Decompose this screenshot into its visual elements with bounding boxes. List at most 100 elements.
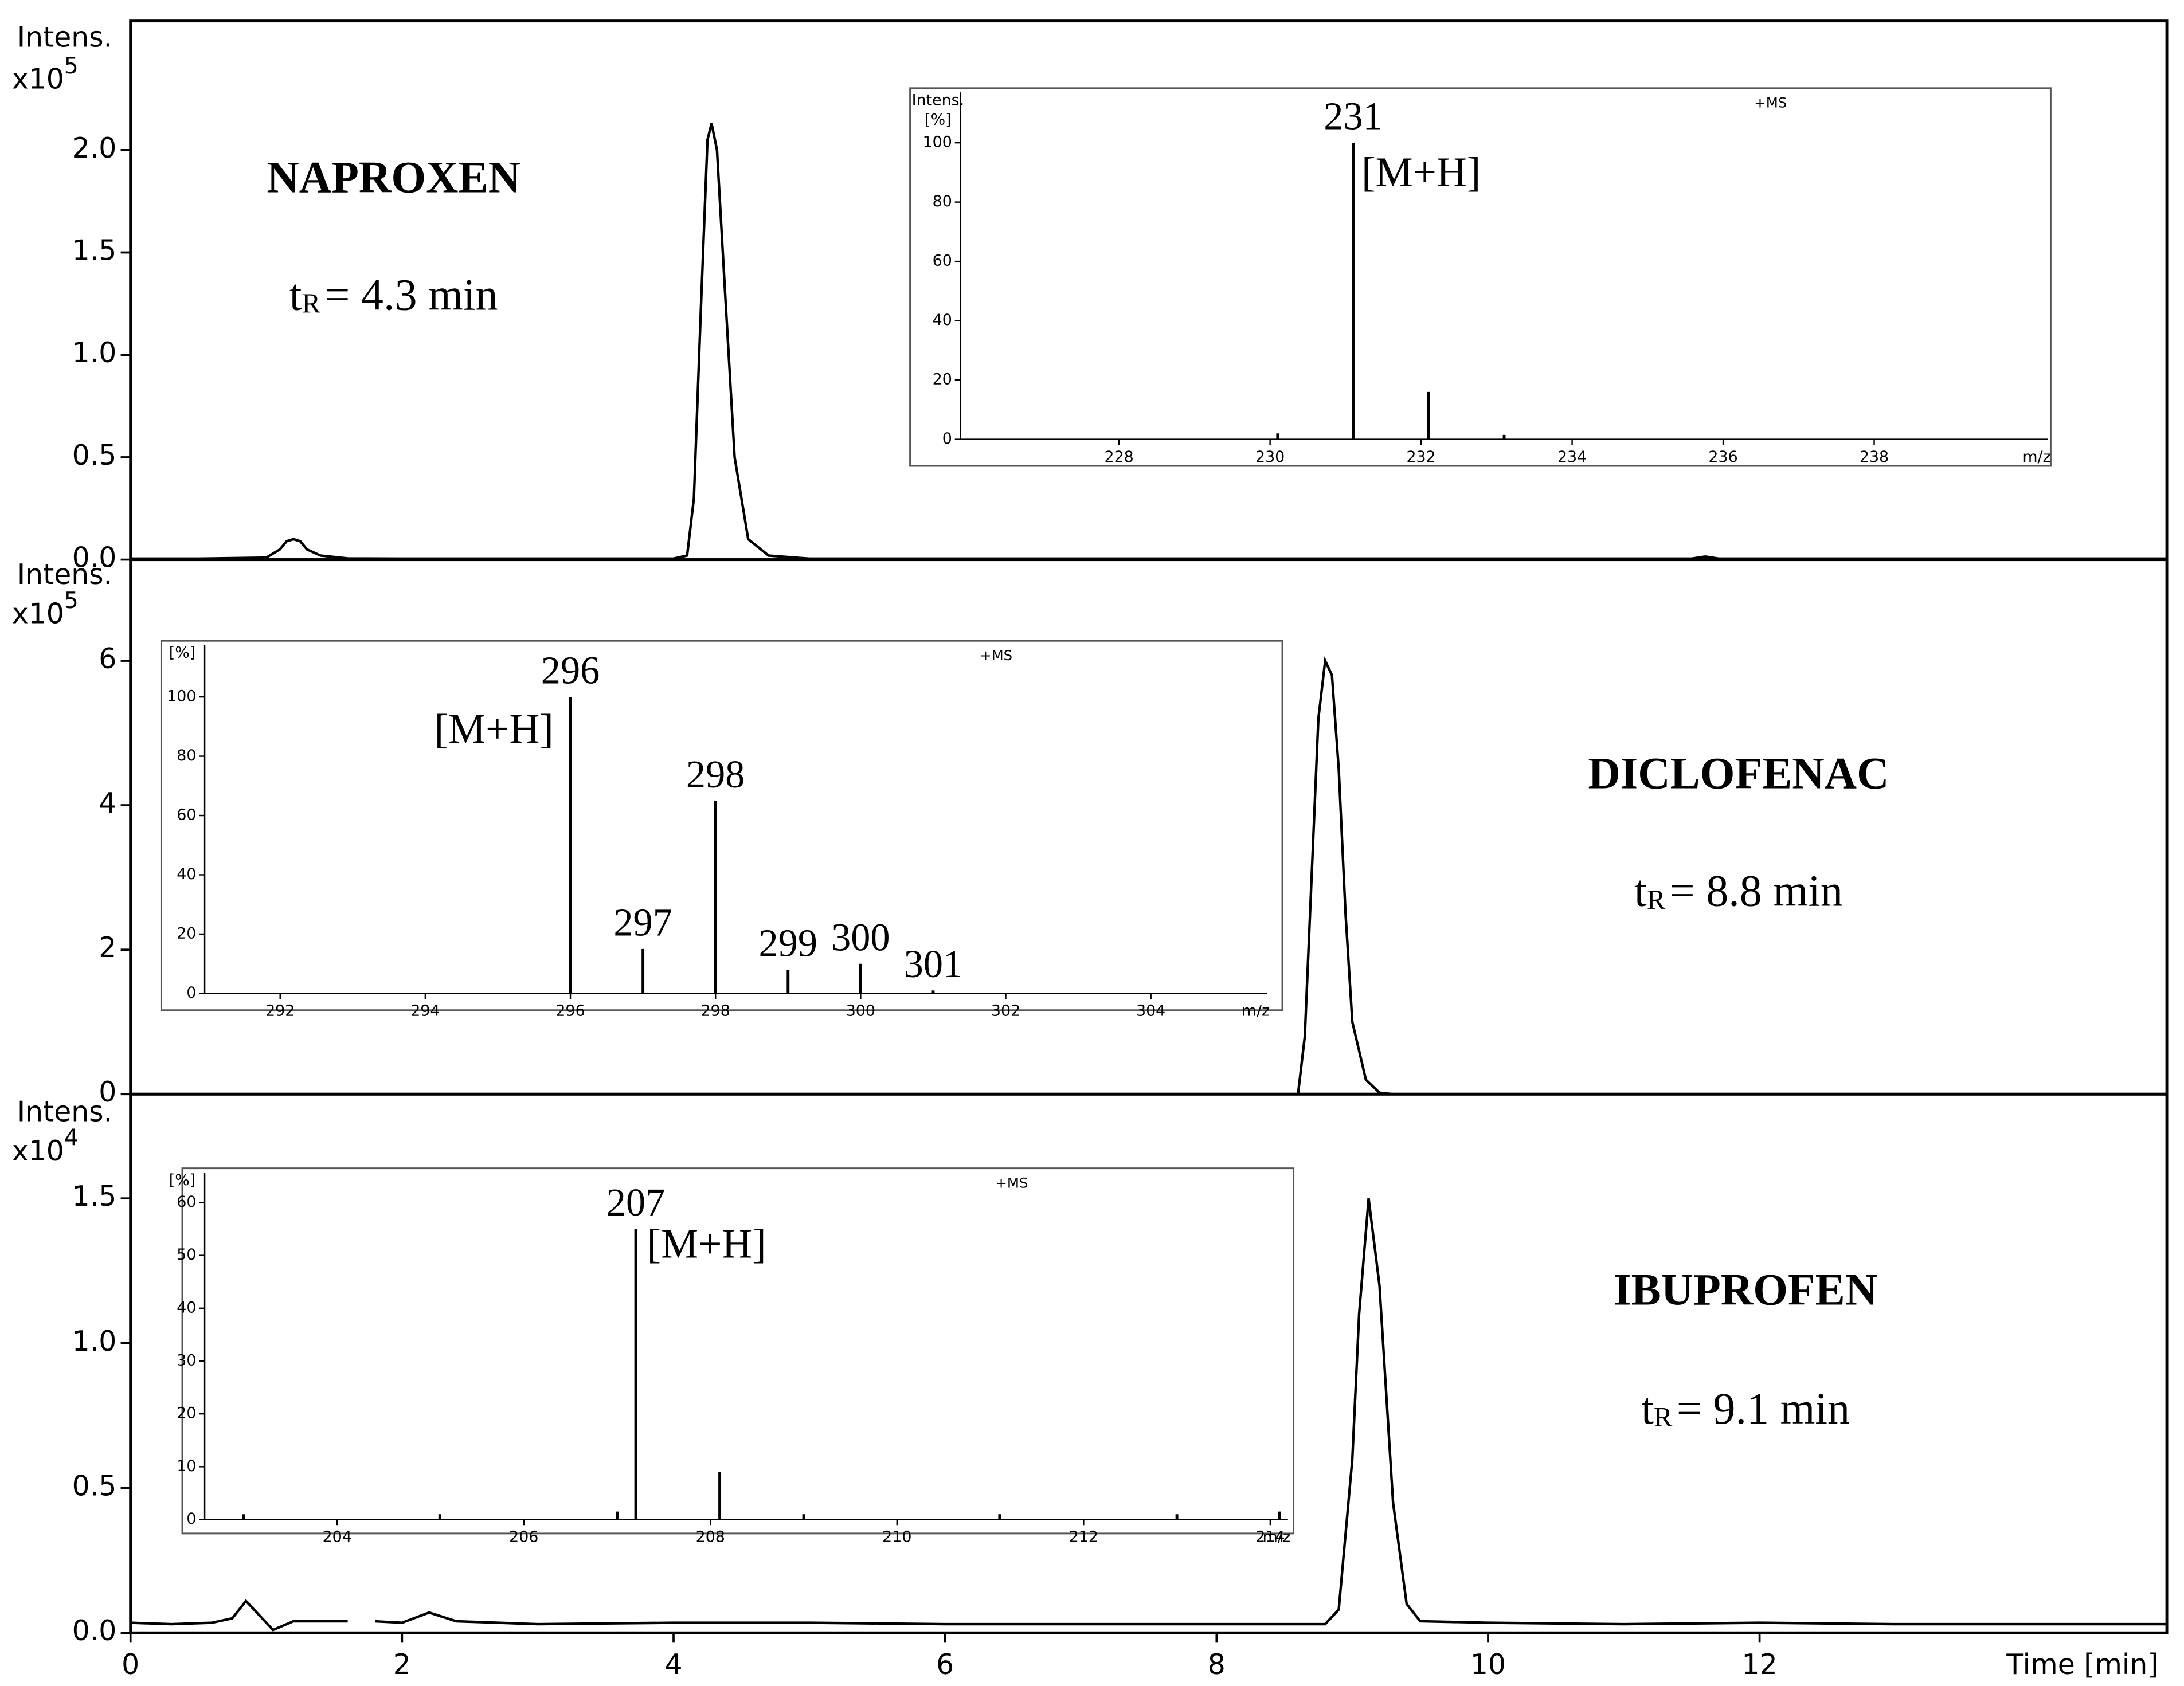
- x-axis-label: m/z: [1263, 1528, 1291, 1546]
- y-tick-label: 20: [177, 1405, 196, 1422]
- x-axis-label: m/z: [2022, 448, 2050, 466]
- y-tick-label: 0.0: [72, 542, 117, 574]
- x-tick-label: 302: [991, 1002, 1020, 1020]
- y-tick-label: 1.0: [72, 336, 117, 369]
- rt-subscript: R: [1647, 884, 1666, 915]
- y-unit: [%]: [169, 644, 195, 662]
- y-unit: [%]: [925, 111, 951, 128]
- compound-name: NAPROXEN: [267, 152, 520, 202]
- peak-label: 301: [904, 942, 963, 986]
- y-tick-label: 0: [186, 1510, 196, 1528]
- inset-frame: [909, 87, 2052, 467]
- x-tick-label: 238: [1860, 448, 1889, 466]
- y-tick-label: 2: [99, 931, 116, 964]
- x-tick-label: 228: [1105, 448, 1134, 466]
- rt-text: = 9.1 min: [1677, 1383, 1850, 1433]
- compound-name: IBUPROFEN: [1614, 1264, 1877, 1314]
- y-unit: [%]: [169, 1171, 195, 1189]
- y-scale-exponent: 5: [64, 53, 79, 79]
- y-scale: x105: [12, 587, 79, 630]
- y-tick-label: 60: [177, 806, 196, 824]
- retention-time: tR = 8.8 min: [1634, 865, 1843, 915]
- y-axis-label: Intens.: [17, 1095, 112, 1128]
- x-axis-label: Time [min]: [2006, 1648, 2158, 1681]
- y-tick-label: 0: [186, 984, 196, 1002]
- x-tick-label: 210: [882, 1528, 911, 1546]
- x-tick-label: 214: [1255, 1528, 1285, 1546]
- y-scale-base: x10: [12, 597, 64, 630]
- x-tick-label: 234: [1557, 448, 1587, 466]
- y-axis-label: Intens.: [17, 21, 112, 53]
- y-scale: x104: [12, 1125, 79, 1167]
- peak-label: 300: [831, 915, 890, 959]
- rt-text: = 8.8 min: [1670, 865, 1843, 915]
- x-tick-label: 10: [1470, 1648, 1506, 1681]
- x-tick-label: 212: [1069, 1528, 1098, 1546]
- y-tick-label: 80: [177, 747, 196, 764]
- x-tick-label: 304: [1136, 1002, 1165, 1020]
- y-tick-label: 0.0: [72, 1614, 117, 1647]
- peak-label: 298: [686, 752, 745, 796]
- y-tick-label: 100: [167, 688, 196, 705]
- rt-symbol: t: [289, 269, 302, 319]
- y-scale-base: x10: [12, 1135, 64, 1167]
- x-tick-label: 236: [1708, 448, 1737, 466]
- x-axis-label: m/z: [1242, 1002, 1270, 1020]
- x-tick-label: 300: [846, 1002, 875, 1020]
- ion-annotation: [M+H]: [1361, 148, 1481, 195]
- rt-symbol: t: [1634, 865, 1647, 915]
- x-tick-label: 4: [664, 1648, 682, 1681]
- y-tick-label: 0.5: [72, 439, 117, 472]
- y-tick-label: 60: [933, 252, 952, 270]
- y-tick-label: 1.0: [72, 1325, 117, 1358]
- y-scale-base: x10: [12, 63, 64, 96]
- x-tick-label: 204: [323, 1528, 352, 1546]
- peak-label: 296: [541, 649, 600, 692]
- y-tick-label: 50: [177, 1246, 196, 1264]
- peak-label: 207: [606, 1181, 666, 1224]
- x-tick-label: 2: [393, 1648, 411, 1681]
- x-tick-label: 292: [265, 1002, 295, 1020]
- retention-time: tR = 4.3 min: [289, 269, 498, 319]
- inset-frame: [181, 1167, 1295, 1535]
- x-tick-label: 298: [701, 1002, 730, 1020]
- x-tick-label: 294: [410, 1002, 440, 1020]
- y-tick-label: 2.0: [72, 132, 117, 164]
- y-scale-exponent: 4: [64, 1125, 79, 1151]
- panel-frame: [129, 1092, 2169, 1634]
- y-tick-label: 60: [177, 1193, 196, 1211]
- x-tick-label: 6: [936, 1648, 954, 1681]
- ion-annotation: [M+H]: [647, 1221, 766, 1267]
- x-tick-label: 230: [1255, 448, 1285, 466]
- rt-text: = 4.3 min: [324, 269, 498, 319]
- retention-time: tR = 9.1 min: [1641, 1383, 1850, 1433]
- rt-subscript: R: [1654, 1401, 1673, 1433]
- y-scale-exponent: 5: [64, 587, 79, 613]
- y-axis-label: Intens.: [912, 91, 965, 109]
- y-tick-label: 80: [933, 193, 952, 210]
- rt-symbol: t: [1641, 1383, 1654, 1433]
- peak-label: 231: [1324, 95, 1383, 138]
- x-tick-label: 208: [696, 1528, 725, 1546]
- scan-mode: +MS: [980, 647, 1012, 664]
- y-tick-label: 20: [933, 371, 952, 389]
- compound-name: DICLOFENAC: [1588, 748, 1889, 798]
- y-tick-label: 100: [923, 134, 952, 151]
- y-tick-label: 20: [177, 924, 196, 942]
- x-tick-label: 232: [1406, 448, 1435, 466]
- scan-mode: +MS: [995, 1175, 1028, 1191]
- chromatogram-line: [130, 1198, 2167, 1632]
- y-tick-label: 0.5: [72, 1470, 117, 1503]
- x-tick-label: 12: [1742, 1648, 1778, 1681]
- scan-mode: +MS: [1754, 95, 1787, 111]
- y-tick-label: 40: [933, 311, 952, 329]
- y-tick-label: 6: [99, 642, 116, 675]
- y-scale: x105: [12, 53, 79, 96]
- y-tick-label: 40: [177, 1299, 196, 1316]
- inset-frame: [160, 640, 1283, 1011]
- x-tick-label: 296: [555, 1002, 585, 1020]
- peak-label: 297: [613, 900, 672, 944]
- rt-subscript: R: [302, 288, 320, 319]
